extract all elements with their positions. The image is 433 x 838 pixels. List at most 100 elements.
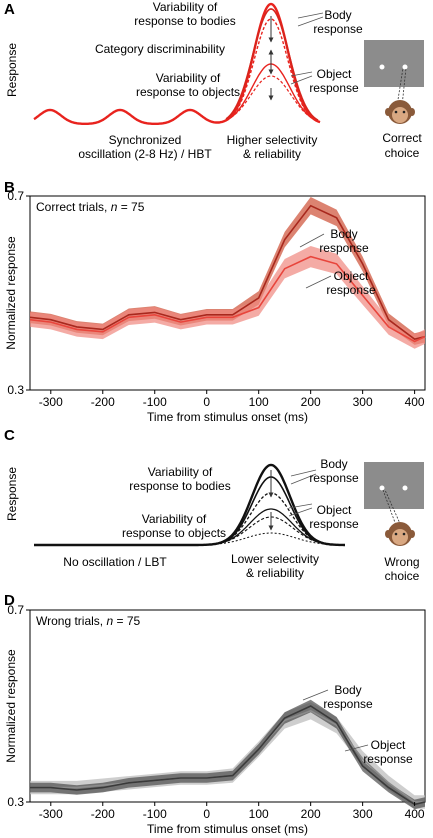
panel-d-xtick-label: -200 — [91, 807, 115, 821]
panel-d-series-label-line1: Body — [334, 683, 361, 697]
panel-b-label-leader — [299, 233, 325, 248]
panel-a-object-leader-2 — [290, 75, 313, 85]
panel-a-right-stimulus — [402, 64, 408, 70]
panel-b-xtick-label: 300 — [353, 395, 373, 409]
panel-a-object-peak-dashed — [221, 75, 321, 123]
panel-b-xtick-label: -100 — [143, 395, 167, 409]
panel-c-choice-line2: choice — [385, 569, 420, 583]
panel-d-band-1 — [30, 699, 425, 810]
panel-b-ytick-label: 0.7 — [7, 189, 24, 203]
panel-c-selectivity-line1: Lower selectivity — [231, 552, 319, 566]
panel-c-response-curve — [34, 463, 345, 547]
panel-d-series-lines — [30, 705, 426, 806]
panel-d-series-label-line2: response — [363, 752, 413, 766]
panel-letter-d: D — [4, 592, 15, 609]
panel-d-x-ticks: -300 -200 -100 0 100 200 300 400 — [39, 802, 425, 821]
panel-a-gaze-line — [396, 67, 404, 107]
panel-a-body-label-1: Body — [324, 8, 351, 22]
panel-a-choice-line2: choice — [385, 146, 420, 160]
panel-b-x-ticks: -300 -200 -100 0 100 200 300 400 — [39, 390, 425, 409]
panel-d-xtick-label: 300 — [353, 807, 373, 821]
panel-d-xtick-label: -300 — [39, 807, 63, 821]
panel-c-stimulus-screen — [364, 462, 424, 509]
panel-a: A Response Variability of response to bo… — [4, 0, 424, 161]
panel-a-var-bodies-line2: response to bodies — [134, 14, 235, 28]
panel-a-var-bodies-line1: Variability of — [153, 0, 218, 14]
panel-b-series-lines — [29, 204, 426, 343]
panel-b-y-ticks: 0.3 0.7 — [7, 189, 30, 397]
panel-b-xtick-label: 400 — [405, 395, 425, 409]
panel-a-category-label: Category discriminability — [95, 42, 225, 56]
panel-c-var-objects-line2: response to objects — [122, 526, 226, 540]
panel-letter-a: A — [4, 1, 15, 18]
panel-a-oscillation-line2: oscillation (2-8 Hz) / HBT — [78, 147, 212, 161]
panel-c-body-label-2: response — [309, 471, 359, 485]
panel-c-selectivity-line2: & reliability — [246, 566, 304, 580]
panel-d: D Wrong trials, n = 75 -300 -200 -100 0 100 2… — [4, 592, 426, 836]
panel-c-body-label-1: Body — [320, 457, 347, 471]
panel-a-body-peak — [225, 8, 319, 121]
panel-a-selectivity-line2: & reliability — [243, 147, 301, 161]
panel-c-var-bodies-line1: Variability of — [148, 465, 213, 479]
panel-b-series-label-line2: response — [326, 283, 376, 297]
panel-d-ytick-label: 0.7 — [7, 603, 24, 617]
panel-c-right-stimulus — [402, 485, 408, 491]
panel-a-left-stimulus — [379, 64, 385, 70]
panel-d-title: Wrong trials, n = 75 — [36, 614, 141, 628]
panel-c-choice-line1: Wrong — [384, 555, 419, 569]
panel-a-body-leader-2 — [297, 16, 324, 27]
panel-a-stimulus-screen — [364, 40, 424, 87]
panel-c-object-peak-low — [212, 532, 330, 545]
panel-b-ytick-label: 0.3 — [7, 383, 24, 397]
panel-c-ylabel: Response — [5, 467, 19, 521]
panel-a-response-curve — [33, 2, 321, 125]
panel-a-oscillation-line1: Synchronized — [109, 133, 182, 147]
panel-a-body-leader — [297, 12, 324, 19]
panel-d-series-label-line2: response — [323, 697, 373, 711]
panel-a-object-leader — [290, 71, 313, 77]
panel-b-xtick-label: 0 — [203, 395, 210, 409]
panel-a-object-label-2: response — [309, 81, 359, 95]
panel-d-xlabel: Time from stimulus onset (ms) — [147, 822, 308, 836]
panel-b-series-label-line1: Body — [330, 227, 357, 241]
panel-b-xtick-label: -200 — [91, 395, 115, 409]
panel-b-xtick-label: 200 — [301, 395, 321, 409]
panel-d-label-leader — [344, 744, 369, 752]
panel-letter-b: B — [4, 179, 15, 196]
panel-c-object-peak — [217, 508, 325, 545]
panel-b-title: Correct trials, n = 75 — [36, 200, 145, 214]
panel-a-gaze-line-2 — [401, 67, 407, 107]
panel-a-choice-line1: Correct — [382, 131, 422, 145]
panel-b-line-0 — [29, 204, 426, 340]
panel-c-object-label-1: Object — [317, 503, 352, 517]
panel-d-xtick-label: 400 — [405, 807, 425, 821]
panel-a-monkey-icon — [385, 100, 415, 124]
panel-b-series-label-line1: Object — [334, 269, 369, 283]
panel-c-var-objects-line1: Variability of — [142, 512, 207, 526]
panel-a-selectivity-line1: Higher selectivity — [227, 133, 318, 147]
panel-b-xtick-label: -300 — [39, 395, 63, 409]
panel-c-oscillation-label: No oscillation / LBT — [63, 555, 167, 569]
panel-d-label-leader — [302, 689, 329, 701]
panel-c-left-stimulus — [379, 485, 385, 491]
panel-b-xtick-label: 100 — [249, 395, 269, 409]
panel-d-series-label-line1: Object — [371, 738, 406, 752]
panel-c-body-leader-2 — [290, 473, 317, 485]
panel-a-body-label-2: response — [313, 22, 363, 36]
panel-c-body-leader — [290, 469, 317, 477]
panel-b-series-label-line2: response — [319, 241, 369, 255]
panel-b-line-1 — [29, 255, 426, 343]
panel-c-object-leader-2 — [288, 507, 313, 517]
panel-c-object-label-2: response — [309, 517, 359, 531]
panel-a-body-peak-dashed — [225, 18, 319, 123]
panel-d-plot-frame — [29, 609, 426, 803]
panel-d-xtick-label: 100 — [249, 807, 269, 821]
panel-d-xtick-label: 0 — [203, 807, 210, 821]
panel-b: B Correct trials, n = 75 -300 -200 -100 0 10… — [4, 179, 426, 424]
panel-d-y-ticks: 0.3 0.7 — [7, 603, 30, 809]
panel-c-monkey-icon — [385, 522, 415, 546]
panel-b-xlabel: Time from stimulus onset (ms) — [147, 410, 308, 424]
